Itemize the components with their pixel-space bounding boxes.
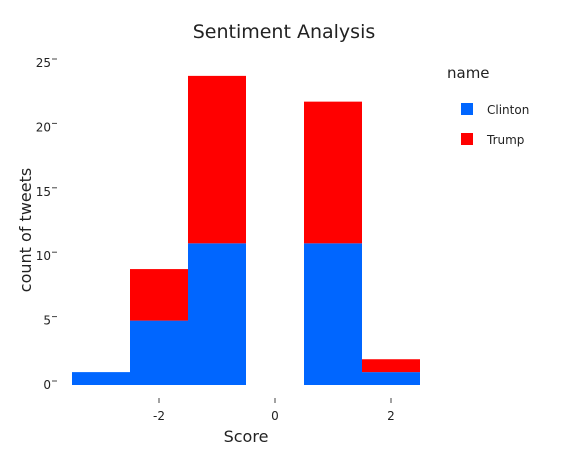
y-tick-label: 20: [36, 120, 51, 134]
chart-title: Sentiment Analysis: [193, 21, 376, 43]
x-tick-label: 2: [387, 409, 395, 423]
y-tick-label: 25: [36, 56, 51, 70]
legend-title: name: [447, 64, 490, 82]
bar-trump-1: [304, 101, 362, 244]
y-axis-title: count of tweets: [16, 168, 35, 292]
y-axis: 0 5 10 15 20 25: [36, 56, 57, 392]
legend-swatch-clinton: [461, 103, 473, 115]
y-tick-label: 15: [36, 185, 51, 199]
bar-trump--2: [130, 269, 188, 321]
bar-trump--1: [188, 75, 246, 244]
legend: name Clinton Trump: [447, 64, 529, 147]
bar-clinton-1: [304, 243, 362, 385]
bar-clinton--1: [188, 243, 246, 385]
bars-group: [72, 75, 420, 385]
y-tick-label: 10: [36, 249, 51, 263]
bar-clinton-2: [362, 372, 420, 385]
bar-clinton--3: [72, 372, 130, 385]
x-axis: -2 0 2: [153, 398, 395, 423]
legend-label-clinton: Clinton: [487, 103, 529, 117]
legend-label-trump: Trump: [486, 133, 524, 147]
x-tick-label: -2: [153, 409, 165, 423]
bar-trump-2: [362, 359, 420, 373]
y-tick-label: 0: [43, 378, 51, 392]
bar-clinton--2: [130, 320, 188, 385]
x-tick-label: 0: [271, 409, 279, 423]
x-axis-title: Score: [224, 427, 269, 446]
y-tick-label: 5: [43, 314, 51, 328]
legend-swatch-trump: [461, 133, 473, 145]
